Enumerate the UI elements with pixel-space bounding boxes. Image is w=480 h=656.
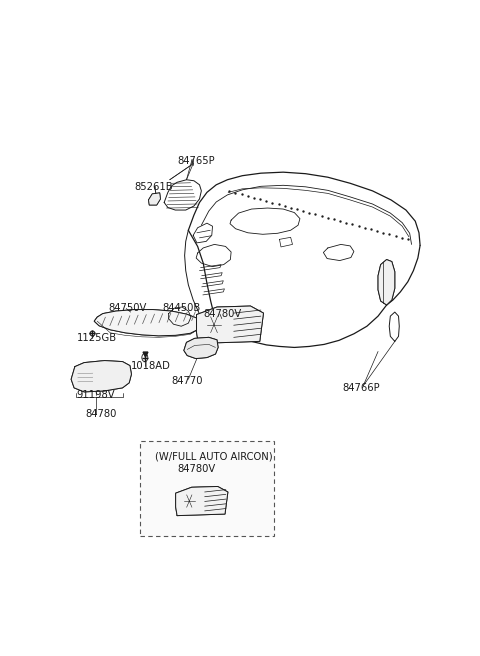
Text: 84780V: 84780V [203,309,241,319]
Text: 84765P: 84765P [177,155,215,165]
Circle shape [203,310,225,340]
Polygon shape [378,260,395,305]
Text: 85261B: 85261B [134,182,173,192]
Polygon shape [107,373,113,380]
Polygon shape [196,306,264,343]
Text: 84780V: 84780V [177,464,216,474]
Bar [140,441,274,536]
Polygon shape [176,487,228,516]
Text: (W/FULL AUTO AIRCON): (W/FULL AUTO AIRCON) [155,451,273,462]
Polygon shape [76,367,94,384]
Circle shape [121,370,129,380]
Text: 84766P: 84766P [343,383,380,393]
Polygon shape [184,337,218,359]
Polygon shape [94,310,201,336]
Circle shape [180,489,198,513]
Text: 1018AD: 1018AD [131,361,170,371]
Circle shape [142,354,148,361]
Text: 84750V: 84750V [108,303,147,313]
Text: 84770: 84770 [172,376,203,386]
Polygon shape [71,361,132,392]
Text: 91198V: 91198V [77,390,115,400]
Polygon shape [98,373,104,380]
Text: 84450B: 84450B [162,303,201,313]
Text: 84780: 84780 [85,409,117,419]
Polygon shape [148,193,160,205]
Polygon shape [116,373,122,380]
Text: 1125GB: 1125GB [77,333,117,343]
